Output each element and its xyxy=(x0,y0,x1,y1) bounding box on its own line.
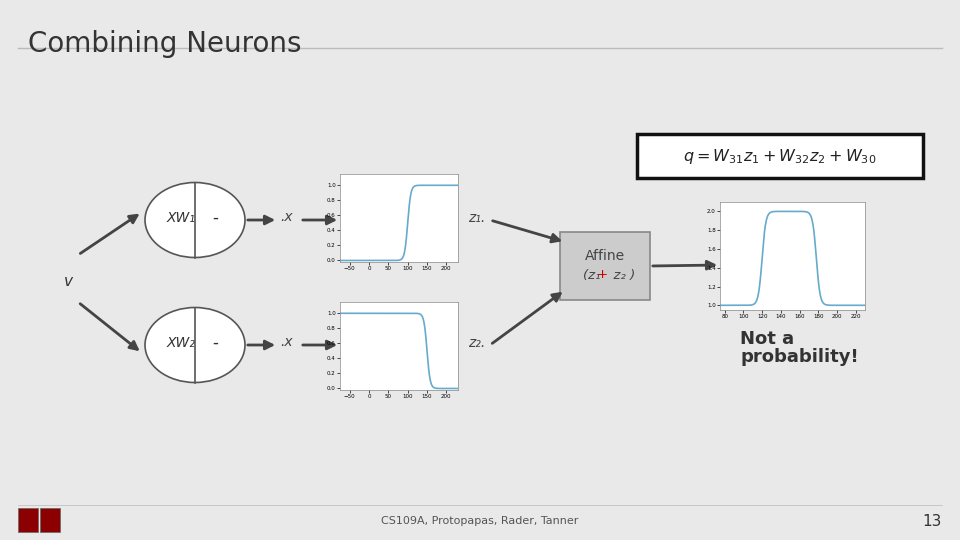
Text: -: - xyxy=(212,334,218,352)
Text: -: - xyxy=(212,209,218,227)
Text: CS109A, Protopapas, Rader, Tanner: CS109A, Protopapas, Rader, Tanner xyxy=(381,516,579,526)
Text: v: v xyxy=(63,274,73,289)
FancyBboxPatch shape xyxy=(18,508,63,532)
Text: Not a: Not a xyxy=(740,330,794,348)
Text: z₂.: z₂. xyxy=(468,336,485,350)
Text: z₂ ): z₂ ) xyxy=(605,268,636,281)
FancyBboxPatch shape xyxy=(40,508,60,532)
Text: Affine: Affine xyxy=(585,249,625,263)
Ellipse shape xyxy=(145,183,245,258)
Text: XW₁: XW₁ xyxy=(167,211,196,225)
Text: .x: .x xyxy=(280,210,293,224)
Text: XW₂: XW₂ xyxy=(167,336,196,350)
Text: .x: .x xyxy=(280,335,293,349)
Text: probability!: probability! xyxy=(740,348,858,366)
Text: +: + xyxy=(597,268,612,281)
FancyBboxPatch shape xyxy=(560,232,650,300)
Text: Combining Neurons: Combining Neurons xyxy=(28,30,301,58)
Text: (z₁: (z₁ xyxy=(584,268,605,281)
Text: z₁.: z₁. xyxy=(468,211,485,225)
Text: 13: 13 xyxy=(923,514,942,529)
Text: $q = W_{31}z_1 + W_{32}z_2 + W_{30}$: $q = W_{31}z_1 + W_{32}z_2 + W_{30}$ xyxy=(684,146,876,165)
Ellipse shape xyxy=(145,307,245,382)
FancyBboxPatch shape xyxy=(18,508,38,532)
FancyBboxPatch shape xyxy=(637,134,923,178)
